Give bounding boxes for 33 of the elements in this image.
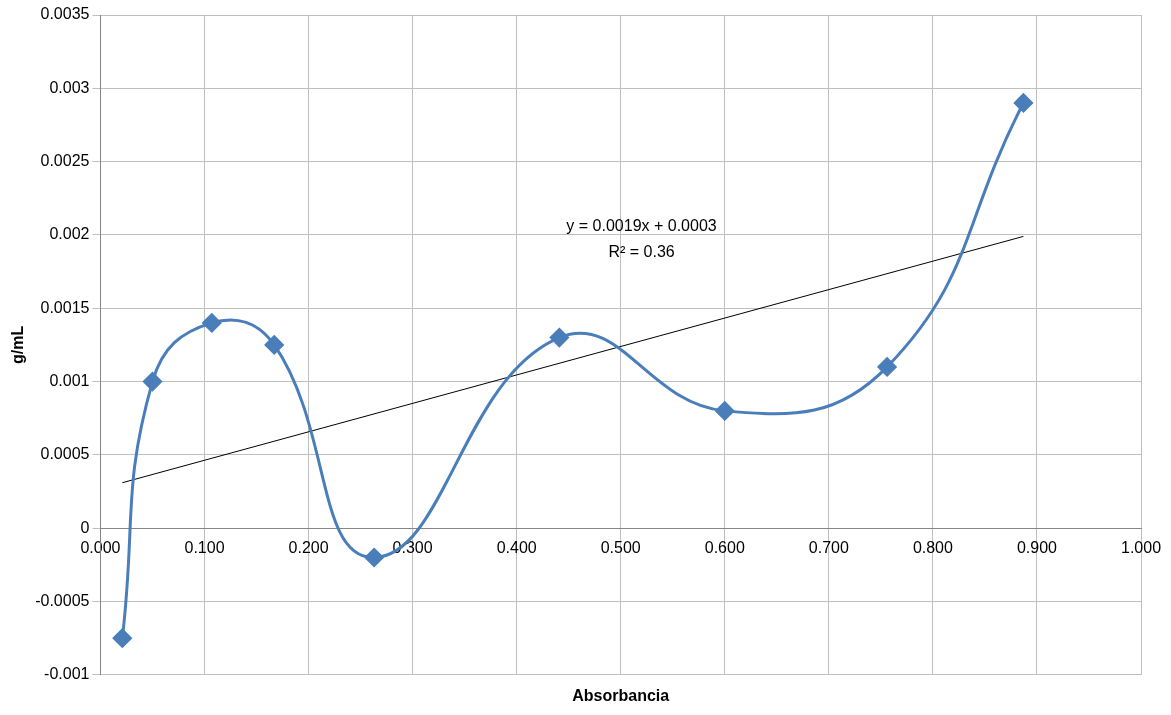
point [877,357,897,377]
y-tick-label: 0.001 [49,371,90,389]
annotation: R² = 0.36 [608,242,675,260]
point [1013,93,1033,113]
point [142,372,162,392]
x-tick-label: 0.400 [496,539,537,557]
y-tick-label: 0 [80,518,90,536]
point [202,313,222,333]
y-tick-label: 0.0005 [40,445,90,463]
x-tick-label: 0.700 [808,539,849,557]
x-tick-label: 1.000 [1120,539,1162,557]
x-axis-title: Absorbancia [572,686,670,704]
point [549,328,569,348]
x-tick-label: 0.600 [704,539,745,557]
x-tick-label: 0.000 [80,539,121,557]
y-axis-title: g/mL [9,325,27,365]
x-tick-label: 0.100 [184,539,225,557]
y-tick-label: 0.0035 [40,5,90,23]
point [112,628,132,648]
annotation: y = 0.0019x + 0.0003 [566,216,717,234]
point [264,335,284,355]
point [715,401,735,421]
y-tick-label: 0.0015 [40,298,90,316]
y-tick-label: 0.003 [49,78,90,96]
y-tick-label: 0.002 [49,225,90,243]
x-tick-label: 0.800 [912,539,954,557]
y-tick-label: -0.0005 [35,591,90,609]
x-tick-label: 0.200 [288,539,329,557]
y-tick-label: 0.0025 [40,152,90,170]
x-tick-label: 0.500 [600,539,641,557]
y-tick-label: -0.001 [44,665,90,683]
x-tick-label: 0.900 [1016,539,1058,557]
point [364,548,384,567]
